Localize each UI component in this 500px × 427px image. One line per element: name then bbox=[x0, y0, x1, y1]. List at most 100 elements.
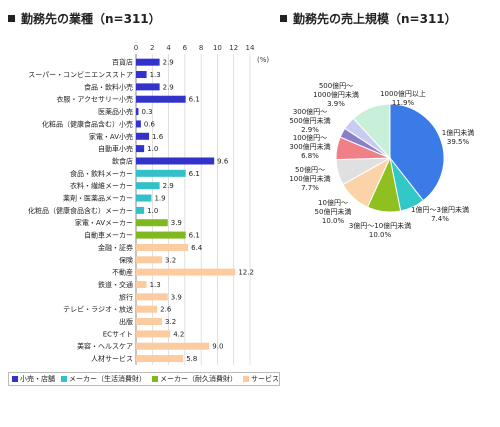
value-label: 0.6 bbox=[144, 120, 156, 128]
value-label: 6.1 bbox=[189, 170, 200, 178]
bar bbox=[136, 71, 147, 79]
pie-label-line: 1000億円以上 bbox=[380, 89, 426, 98]
category-label: 人材サービス bbox=[91, 354, 133, 363]
category-label: 鉄道・交通 bbox=[98, 280, 133, 289]
pie-label-line: 1億円未満 bbox=[442, 128, 474, 137]
pie-slice bbox=[352, 103, 391, 160]
pie-label-line: 300億円～ bbox=[293, 107, 327, 116]
pie-label-line: 6.8% bbox=[301, 152, 319, 160]
x-tick-label: 4 bbox=[166, 44, 171, 52]
bar bbox=[136, 256, 163, 264]
value-label: 9.0 bbox=[212, 343, 223, 351]
bar bbox=[136, 318, 163, 326]
legend-item: サービス bbox=[243, 374, 279, 384]
category-label: 化粧品（健康食品含む）小売 bbox=[42, 119, 133, 128]
legend-swatch bbox=[152, 376, 158, 382]
category-label: 薬剤・医薬品メーカー bbox=[63, 194, 133, 203]
value-label: 1.3 bbox=[150, 71, 161, 79]
pie-slice-label: 500億円～ 1000億円未満 3.9% bbox=[313, 81, 359, 108]
category-label: 自動車メーカー bbox=[84, 231, 133, 240]
x-tick-label: 0 bbox=[134, 44, 138, 52]
pie-label-line: 1億円～3億円未満 bbox=[411, 205, 469, 214]
value-label: 2.6 bbox=[160, 306, 172, 314]
category-label: 衣料・繊維メーカー bbox=[70, 181, 133, 190]
x-tick-label: 2 bbox=[150, 44, 154, 52]
x-tick-label: 10 bbox=[213, 44, 222, 52]
bar bbox=[136, 169, 186, 177]
category-label: 美容・ヘルスケア bbox=[77, 342, 133, 351]
pie-label-line: 300億円未満 bbox=[289, 142, 330, 151]
category-label: 化粧品（健康食品含む）メーカー bbox=[28, 206, 133, 215]
legend-item: メーカー（耐久消費財） bbox=[152, 374, 237, 384]
pie-label-line: 500億円～ bbox=[319, 81, 353, 90]
legend-swatch bbox=[12, 376, 18, 382]
pie-label-line: 3.9% bbox=[327, 100, 345, 108]
bar bbox=[136, 157, 215, 165]
value-label: 3.9 bbox=[171, 293, 182, 301]
value-label: 12.2 bbox=[238, 269, 254, 277]
value-label: 3.9 bbox=[171, 219, 182, 227]
pie-label-line: 10億円～ bbox=[318, 198, 348, 207]
legend-label: メーカー（耐久消費財） bbox=[160, 375, 237, 383]
value-label: 4.2 bbox=[173, 330, 184, 338]
industry-title-text: 勤務先の業種（n=311） bbox=[21, 12, 161, 26]
unit-label: (%) bbox=[257, 56, 269, 64]
pie-label-line: 50億円未満 bbox=[315, 207, 352, 216]
bar bbox=[136, 145, 145, 153]
bar bbox=[136, 108, 139, 116]
legend-swatch bbox=[243, 376, 249, 382]
category-label: テレビ・ラジオ・放送 bbox=[63, 305, 133, 314]
value-label: 5.8 bbox=[186, 355, 197, 363]
legend-item: 小売・店舗 bbox=[12, 374, 55, 384]
value-label: 3.2 bbox=[165, 318, 176, 326]
category-label: 出版 bbox=[119, 317, 133, 326]
category-label: 家電・AV小売 bbox=[89, 132, 133, 141]
bar bbox=[136, 268, 236, 276]
pie-label-line: 3億円～10億円未満 bbox=[349, 221, 411, 230]
bar bbox=[136, 194, 152, 202]
value-label: 1.0 bbox=[147, 145, 158, 153]
value-label: 2.9 bbox=[163, 59, 174, 67]
legend-item: メーカー（生活消費財） bbox=[61, 374, 146, 384]
bar bbox=[136, 58, 160, 66]
pie-label-line: 10.0% bbox=[369, 231, 392, 239]
bar bbox=[136, 355, 184, 363]
bar bbox=[136, 182, 160, 190]
pie-label-line: 7.7% bbox=[301, 184, 319, 192]
legend-swatch bbox=[61, 376, 67, 382]
legend-label: サービス bbox=[251, 375, 279, 383]
category-label: 金融・証券 bbox=[98, 243, 133, 252]
category-label: 衣服・アクセサリー小売 bbox=[56, 95, 133, 104]
bar bbox=[136, 342, 210, 350]
value-label: 6.4 bbox=[191, 244, 203, 252]
legend-label: メーカー（生活消費財） bbox=[69, 375, 146, 383]
x-tick-label: 8 bbox=[199, 44, 203, 52]
bar bbox=[136, 231, 186, 239]
legend: 小売・店舗 メーカー（生活消費財） メーカー（耐久消費財） サービス bbox=[8, 372, 280, 386]
category-label: 自動車小売 bbox=[98, 144, 133, 153]
bar bbox=[136, 83, 160, 91]
pie-label-line: 11.9% bbox=[392, 99, 415, 107]
sales-title-text: 勤務先の売上規模（n=311） bbox=[293, 12, 457, 26]
pie-slice-label: 50億円～ 100億円未満 7.7% bbox=[289, 165, 330, 192]
pie-label-line: 500億円未満 bbox=[289, 116, 330, 125]
pie-slice-label: 1億円～3億円未満 7.4% bbox=[411, 205, 469, 223]
bar bbox=[136, 206, 145, 214]
category-label: ECサイト bbox=[103, 330, 133, 338]
category-label: 家電・AVメーカー bbox=[75, 218, 133, 227]
industry-chart-title: 勤務先の業種（n=311） bbox=[8, 10, 161, 27]
value-label: 2.9 bbox=[163, 182, 174, 190]
category-label: 保険 bbox=[119, 255, 133, 264]
value-label: 1.0 bbox=[147, 207, 158, 215]
value-label: 6.1 bbox=[189, 232, 200, 240]
value-label: 1.9 bbox=[154, 195, 165, 203]
bar bbox=[136, 330, 171, 338]
pie-slice-label: 10億円～ 50億円未満 10.0% bbox=[315, 198, 352, 225]
bar bbox=[136, 219, 168, 227]
title-bullet-icon bbox=[280, 15, 287, 22]
category-label: 飲食店 bbox=[112, 156, 133, 165]
bar bbox=[136, 293, 168, 301]
pie-label-line: 1000億円未満 bbox=[313, 90, 359, 99]
